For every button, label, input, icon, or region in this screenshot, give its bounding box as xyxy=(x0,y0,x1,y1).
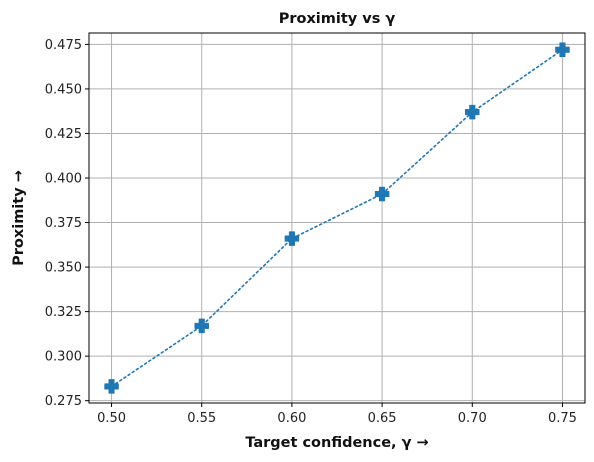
y-tick-label: 0.375 xyxy=(45,216,82,231)
y-tick-label: 0.300 xyxy=(45,350,82,365)
y-tick-label: 0.400 xyxy=(45,172,82,187)
data-point-marker xyxy=(284,231,300,246)
y-tick-label: 0.350 xyxy=(45,261,82,276)
y-tick-label: 0.325 xyxy=(45,305,82,320)
data-point-marker xyxy=(104,379,119,394)
plot-frame xyxy=(88,32,586,404)
chart-title: Proximity vs γ xyxy=(279,11,396,27)
x-tick-label: 0.55 xyxy=(187,411,216,426)
axis-ticks: 0.50 0.55 0.60 0.65 0.70 0.75 0.275 0.300 0.325 0… xyxy=(45,38,577,426)
y-axis-title: Proximity → xyxy=(11,170,27,266)
series-line xyxy=(110,48,564,388)
y-tick-label: 0.275 xyxy=(45,394,82,409)
x-tick-label: 0.65 xyxy=(368,411,397,426)
data-point-marker xyxy=(374,186,390,202)
y-tick-label: 0.425 xyxy=(45,127,82,142)
y-tick-label: 0.450 xyxy=(45,82,82,97)
data-point-marker xyxy=(465,104,480,120)
x-tick-label: 0.75 xyxy=(548,411,577,426)
y-tick-label: 0.475 xyxy=(45,38,82,53)
grid-lines xyxy=(89,33,585,403)
data-point-marker xyxy=(194,318,209,334)
x-axis-title: Target confidence, γ → xyxy=(245,435,428,451)
data-point-marker xyxy=(555,42,570,57)
x-tick-label: 0.70 xyxy=(458,411,487,426)
x-tick-label: 0.50 xyxy=(97,411,126,426)
x-tick-label: 0.60 xyxy=(277,411,306,426)
series-layer xyxy=(104,42,570,394)
